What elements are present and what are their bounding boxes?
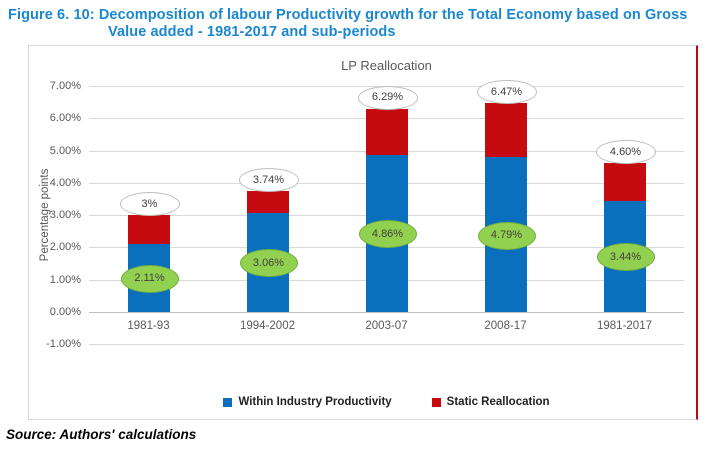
within-value-callout: 3.44% (596, 243, 655, 272)
bar-segment-static-reallocation (127, 215, 170, 244)
chart-title: LP Reallocation (341, 58, 432, 73)
chart-area: LP Reallocation Percentage points 7.00% 6… (28, 45, 698, 420)
legend-swatch-icon (431, 397, 441, 407)
legend-item: Static Reallocation (431, 396, 550, 408)
bar-segment-static-reallocation (603, 163, 646, 201)
figure-title-line1: Figure 6. 10: Decomposition of labour Pr… (8, 7, 688, 23)
within-value-callout: 4.86% (358, 220, 417, 249)
within-value-callout: 4.79% (477, 221, 536, 250)
total-value-callout: 6.47% (476, 80, 537, 105)
legend: Within Industry Productivity Static Reall… (89, 396, 684, 408)
y-axis-tick-label: 7.00% (49, 80, 81, 92)
y-axis-tick-label: 1.00% (49, 273, 81, 286)
x-axis-category-label: 2003-07 (365, 319, 408, 332)
y-axis-tick-label: 4.00% (49, 176, 81, 189)
figure-title-line2: Value added - 1981-2017 and sub-periods (108, 24, 396, 40)
y-axis-tick-label: 5.00% (49, 144, 81, 157)
legend-label: Within Industry Productivity (238, 396, 392, 408)
bar-segment-static-reallocation (365, 108, 408, 155)
total-value-callout: 3.74% (238, 168, 299, 193)
x-axis-line (89, 311, 684, 313)
total-value-callout: 6.29% (357, 85, 418, 110)
within-value-callout: 3.06% (239, 249, 298, 278)
figure-title: Figure 6. 10: Decomposition of labour Pr… (0, 0, 711, 41)
bar-segment-static-reallocation (484, 103, 527, 158)
total-value-callout: 4.60% (595, 140, 656, 165)
y-axis-tick-label: 6.00% (49, 112, 81, 125)
plot-area: 7.00% 6.00% 5.00% 4.00% 3.00% 2.00% 1.00% 0.00%… (46, 80, 684, 350)
legend-swatch-icon (223, 397, 233, 407)
x-axis-category-label: 2008-17 (484, 319, 527, 332)
y-axis-tick-label: 3.00% (49, 209, 81, 221)
legend-label: Static Reallocation (446, 396, 550, 408)
legend-item: Within Industry Productivity (223, 396, 392, 408)
source-note: Source: Authors' calculations (6, 427, 197, 442)
within-value-callout: 2.11% (120, 264, 179, 293)
x-axis-category-label: 1981-93 (127, 319, 170, 332)
bar-segment-static-reallocation (246, 191, 289, 214)
y-axis-tick-label: 0.00% (49, 305, 81, 318)
x-axis-category-label: 1994-2002 (240, 319, 295, 332)
total-value-callout: 3% (119, 192, 180, 216)
x-axis-category-label: 1981-2017 (597, 319, 652, 332)
gridline (89, 344, 684, 345)
y-axis-tick-label: 2.00% (49, 241, 81, 254)
y-axis-tick-label: -1.00% (46, 338, 81, 350)
